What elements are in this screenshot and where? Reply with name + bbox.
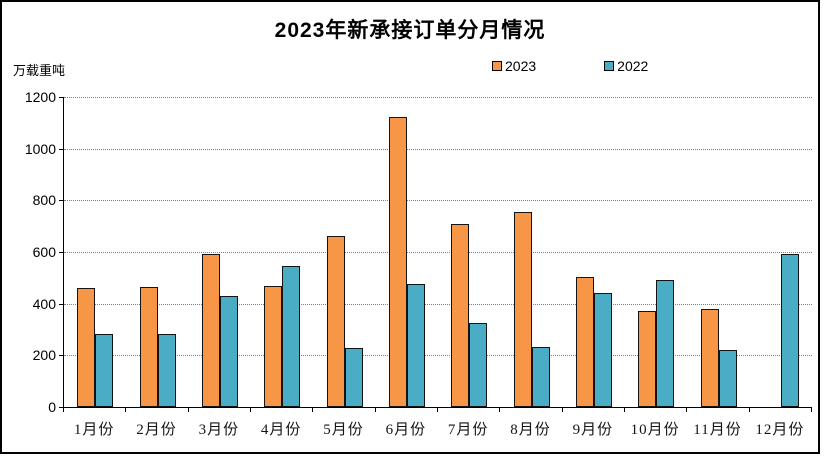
gridline-200	[64, 355, 812, 357]
gridline-1200	[64, 97, 812, 98]
bar-2022-12月份	[781, 254, 799, 407]
plot-area	[63, 97, 812, 408]
bar-2023-4月份	[264, 286, 282, 407]
y-tick-mark-400	[59, 303, 63, 305]
y-tick-mark-1200	[59, 97, 63, 98]
bar-2023-8月份	[514, 212, 532, 407]
gridline-1000	[64, 148, 812, 150]
x-category-label-4月份: 4月份	[260, 422, 302, 438]
chart-title: 2023年新承接订单分月情况	[274, 19, 546, 42]
bar-2022-10月份	[656, 280, 674, 407]
bar-2022-7月份	[469, 323, 487, 407]
x-tick-mark-10	[686, 408, 688, 412]
y-tick-label-1000: 1000	[24, 140, 56, 157]
gridline-800	[64, 200, 812, 202]
x-category-label-10月份: 10月份	[630, 422, 680, 438]
bar-2022-6月份	[407, 284, 425, 407]
x-tick-mark-4	[312, 408, 314, 412]
bar-2023-5月份	[327, 236, 345, 407]
bar-2023-11月份	[701, 309, 719, 407]
bar-2022-11月份	[719, 350, 737, 407]
y-tick-label-600: 600	[32, 244, 56, 260]
x-tick-mark-5	[374, 408, 376, 412]
bar-2023-6月份	[389, 117, 407, 407]
legend-swatch-2022	[604, 61, 615, 71]
bar-2022-1月份	[95, 334, 113, 407]
bar-2023-7月份	[451, 224, 469, 407]
x-category-label-6月份: 6月份	[385, 422, 427, 438]
y-tick-label-0: 0	[48, 399, 56, 415]
x-category-label-5月份: 5月份	[323, 422, 364, 438]
bar-2023-1月份	[77, 288, 95, 407]
x-tick-mark-9	[624, 408, 625, 412]
gridline-400	[64, 303, 812, 305]
y-tick-mark-800	[59, 200, 63, 202]
x-tick-mark-1	[125, 408, 127, 412]
bar-2022-5月份	[345, 348, 363, 407]
x-tick-mark-6	[437, 408, 438, 412]
x-tick-mark-12	[811, 408, 812, 412]
bar-2022-4月份	[282, 266, 300, 407]
x-category-label-2月份: 2月份	[136, 422, 177, 438]
legend-swatch-2023	[492, 61, 502, 71]
legend-label-2023: 2023	[505, 58, 537, 74]
bar-2022-3月份	[220, 296, 238, 407]
x-category-label-1月份: 1月份	[73, 422, 115, 438]
y-tick-mark-600	[59, 252, 63, 253]
bar-2022-2月份	[158, 334, 176, 407]
x-category-label-8月份: 8月份	[510, 422, 551, 438]
x-tick-mark-7	[499, 408, 501, 412]
x-category-label-12月份: 12月份	[755, 422, 805, 438]
legend: 2023 2022	[492, 58, 648, 74]
y-axis-unit-label: 万载重吨	[13, 63, 66, 78]
bar-2022-9月份	[594, 293, 612, 407]
y-tick-label-400: 400	[32, 295, 56, 312]
bar-2023-10月份	[638, 311, 656, 407]
bar-2023-2月份	[140, 287, 158, 407]
y-tick-mark-0	[59, 407, 63, 408]
y-tick-mark-1000	[59, 148, 63, 150]
bar-2023-9月份	[576, 277, 594, 407]
y-tick-label-800: 800	[32, 192, 56, 209]
x-tick-mark-8	[561, 408, 563, 412]
legend-item-2022: 2022	[604, 58, 648, 74]
x-category-label-7月份: 7月份	[447, 422, 489, 438]
y-tick-mark-200	[59, 355, 63, 357]
x-tick-mark-2	[187, 408, 189, 412]
legend-item-2023: 2023	[492, 58, 536, 74]
x-tick-mark-3	[250, 408, 251, 412]
x-category-label-11月份: 11月份	[693, 422, 742, 438]
gridline-600	[64, 252, 812, 253]
x-tick-mark-11	[748, 408, 750, 412]
x-category-label-9月份: 9月份	[572, 422, 614, 438]
y-tick-label-200: 200	[32, 347, 56, 364]
x-category-label-3月份: 3月份	[198, 422, 240, 438]
legend-label-2022: 2022	[617, 58, 649, 74]
x-tick-mark-0	[63, 408, 64, 412]
bar-2023-3月份	[202, 254, 220, 407]
y-tick-label-1200: 1200	[24, 89, 56, 105]
bar-2022-8月份	[532, 347, 550, 407]
